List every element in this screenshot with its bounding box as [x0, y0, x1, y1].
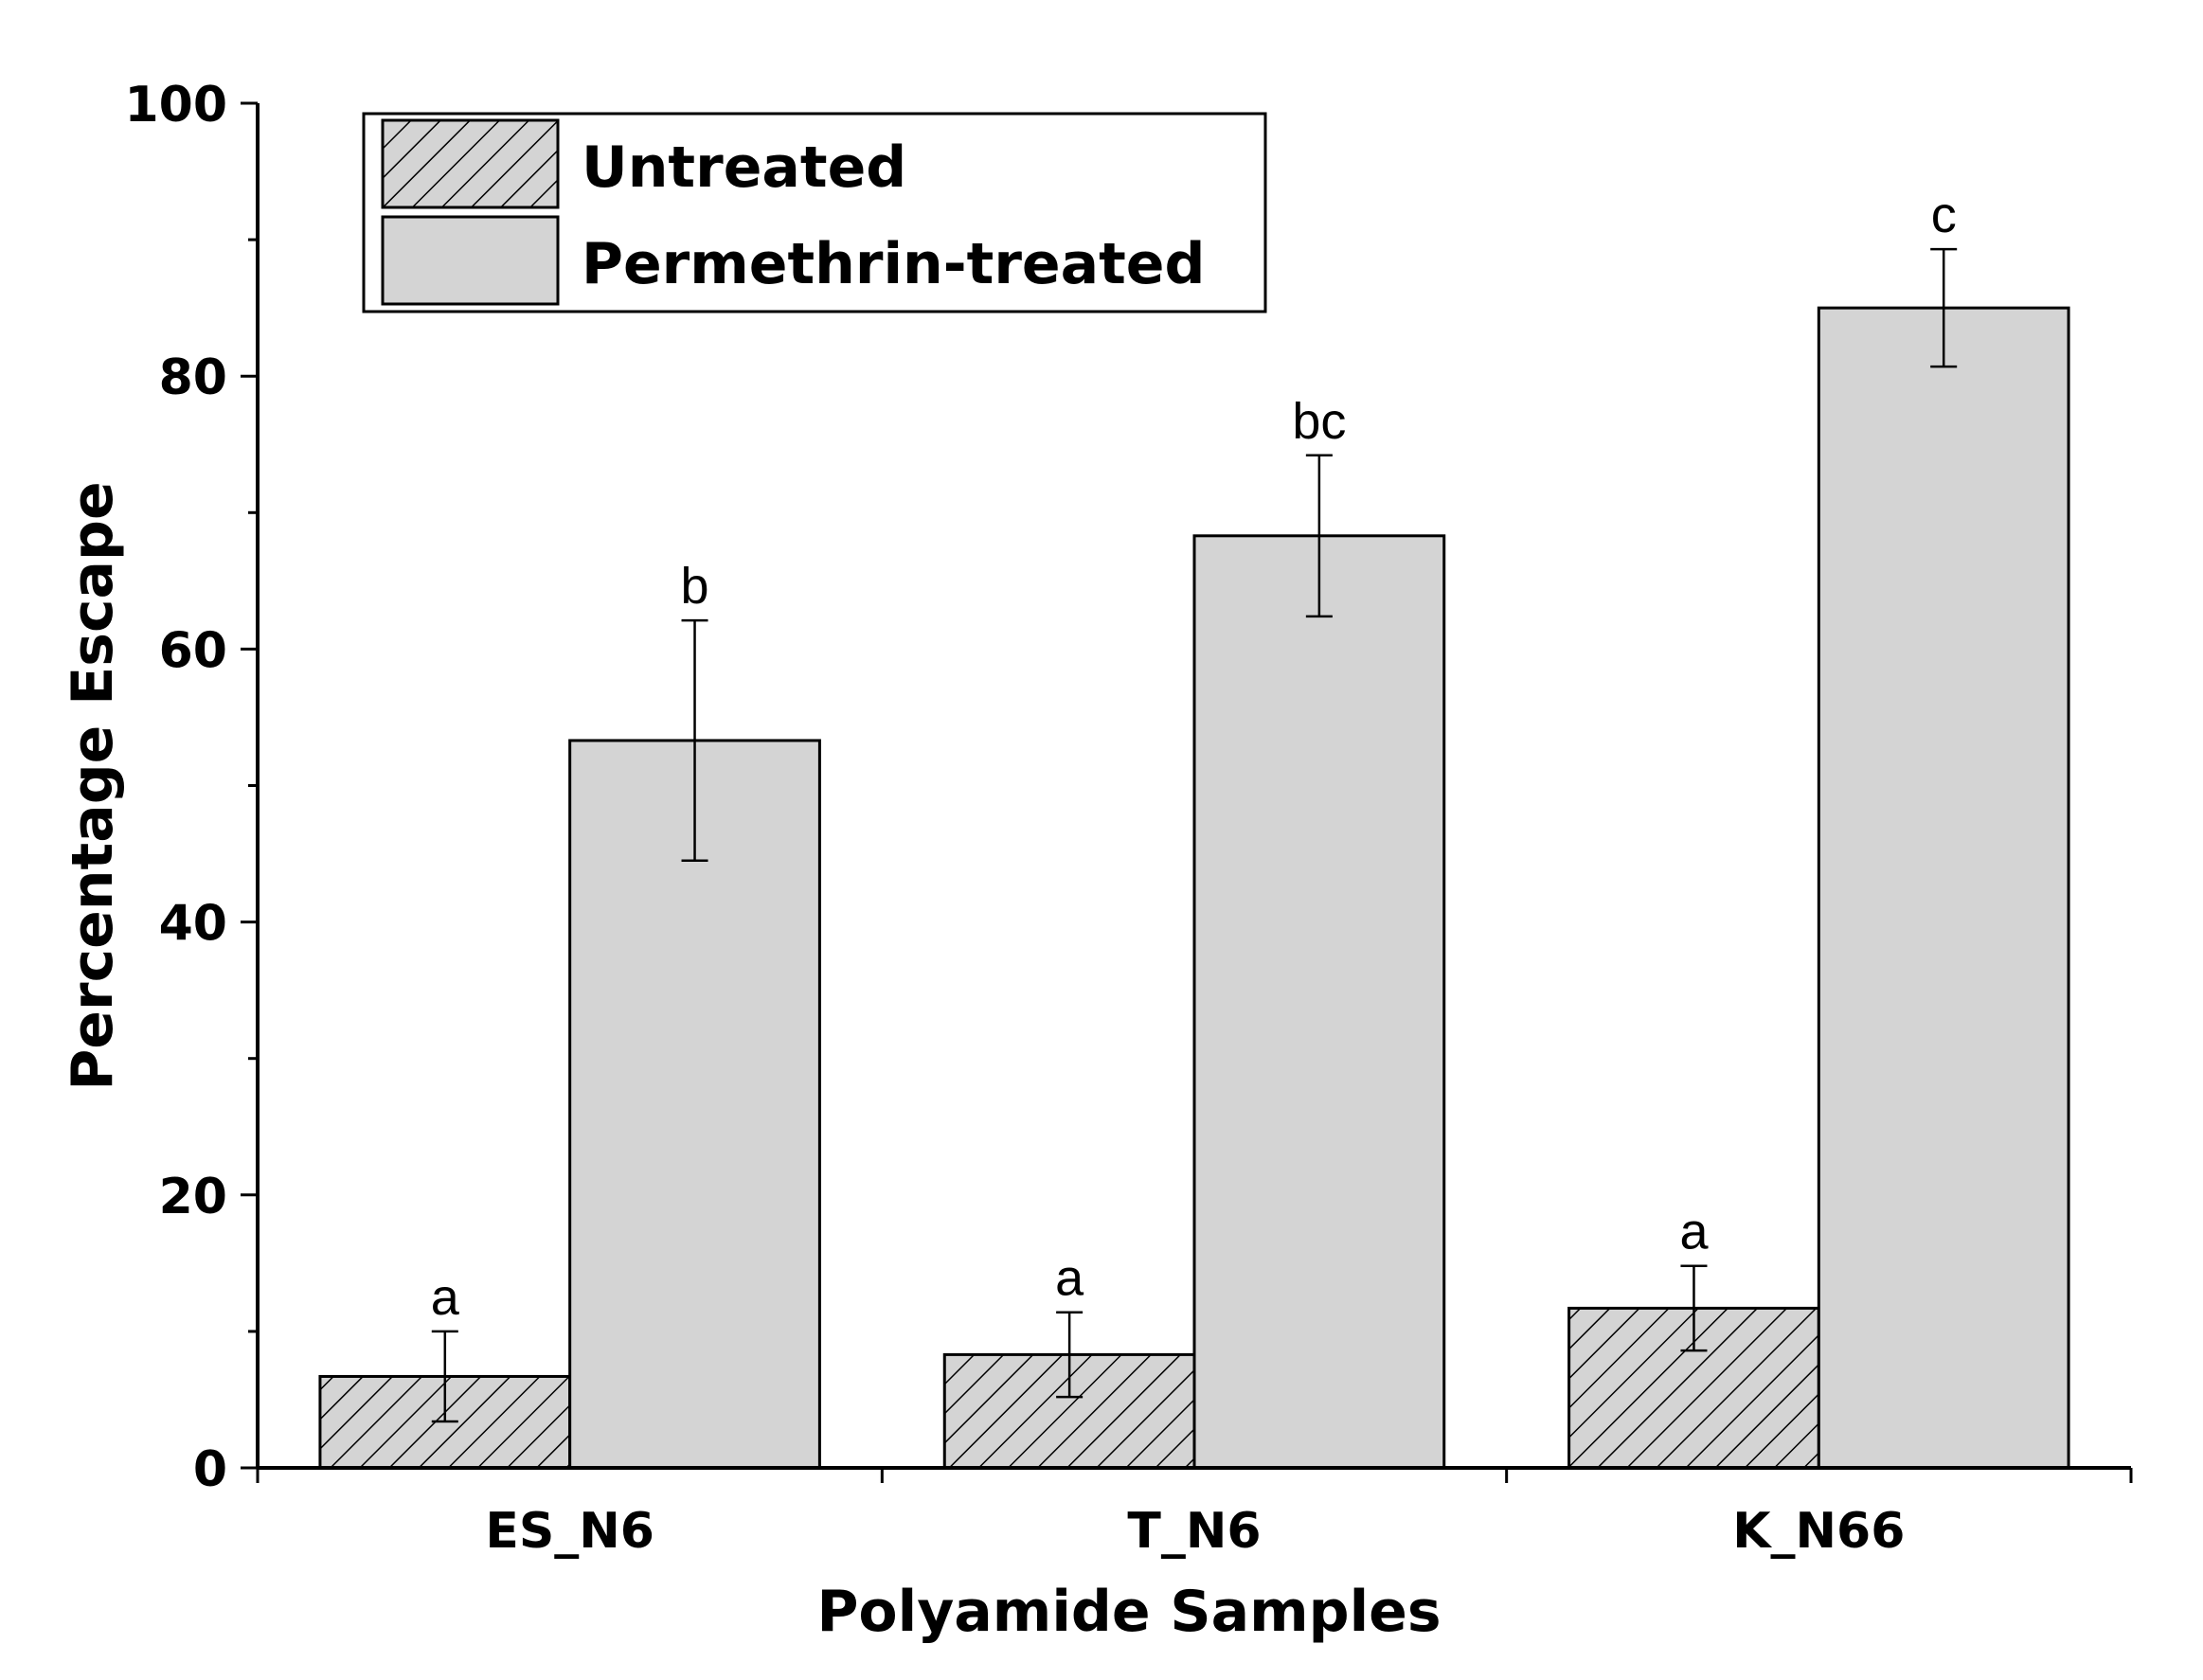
- y-tick-label: 0: [193, 1441, 227, 1498]
- plot-area: a b a bc a c: [318, 187, 2070, 1470]
- x-ticks: ES_N6 T_N6 K_N66: [256, 1468, 2133, 1560]
- legend: Untreated Permethrin-treated: [362, 112, 1267, 313]
- bar-permethrin-treated-t-n6: [1192, 534, 1446, 1470]
- x-tick-label-t-n6: T_N6: [1127, 1503, 1261, 1560]
- significance-label: a: [1679, 1204, 1709, 1260]
- legend-label-untreated: Untreated: [582, 134, 906, 201]
- significance-label: b: [681, 558, 709, 615]
- y-tick-label: 100: [124, 77, 227, 134]
- bar-permethrin-treated-k-n66: [1817, 306, 2070, 1470]
- significance-label: c: [1931, 187, 1957, 243]
- significance-label: a: [431, 1269, 460, 1326]
- legend-label-permethrin-treated: Permethrin-treated: [582, 231, 1205, 297]
- x-tick-label-k-n66: K_N66: [1732, 1503, 1905, 1560]
- y-tick-label: 80: [159, 349, 227, 406]
- legend-swatch-permethrin-treated: [381, 215, 560, 306]
- y-ticks: 0 20 40 60 80 100: [124, 77, 258, 1498]
- y-tick-label: 60: [159, 622, 227, 679]
- significance-label: bc: [1292, 393, 1346, 450]
- y-tick-label: 20: [159, 1169, 227, 1225]
- y-tick-label: 40: [159, 896, 227, 953]
- x-axis-title: Polyamide Samples: [816, 1579, 1441, 1645]
- y-axis-title: Percentage Escape: [60, 481, 126, 1090]
- legend-swatch-untreated: [381, 118, 560, 209]
- significance-label: a: [1055, 1250, 1084, 1307]
- x-tick-label-es-n6: ES_N6: [485, 1503, 654, 1560]
